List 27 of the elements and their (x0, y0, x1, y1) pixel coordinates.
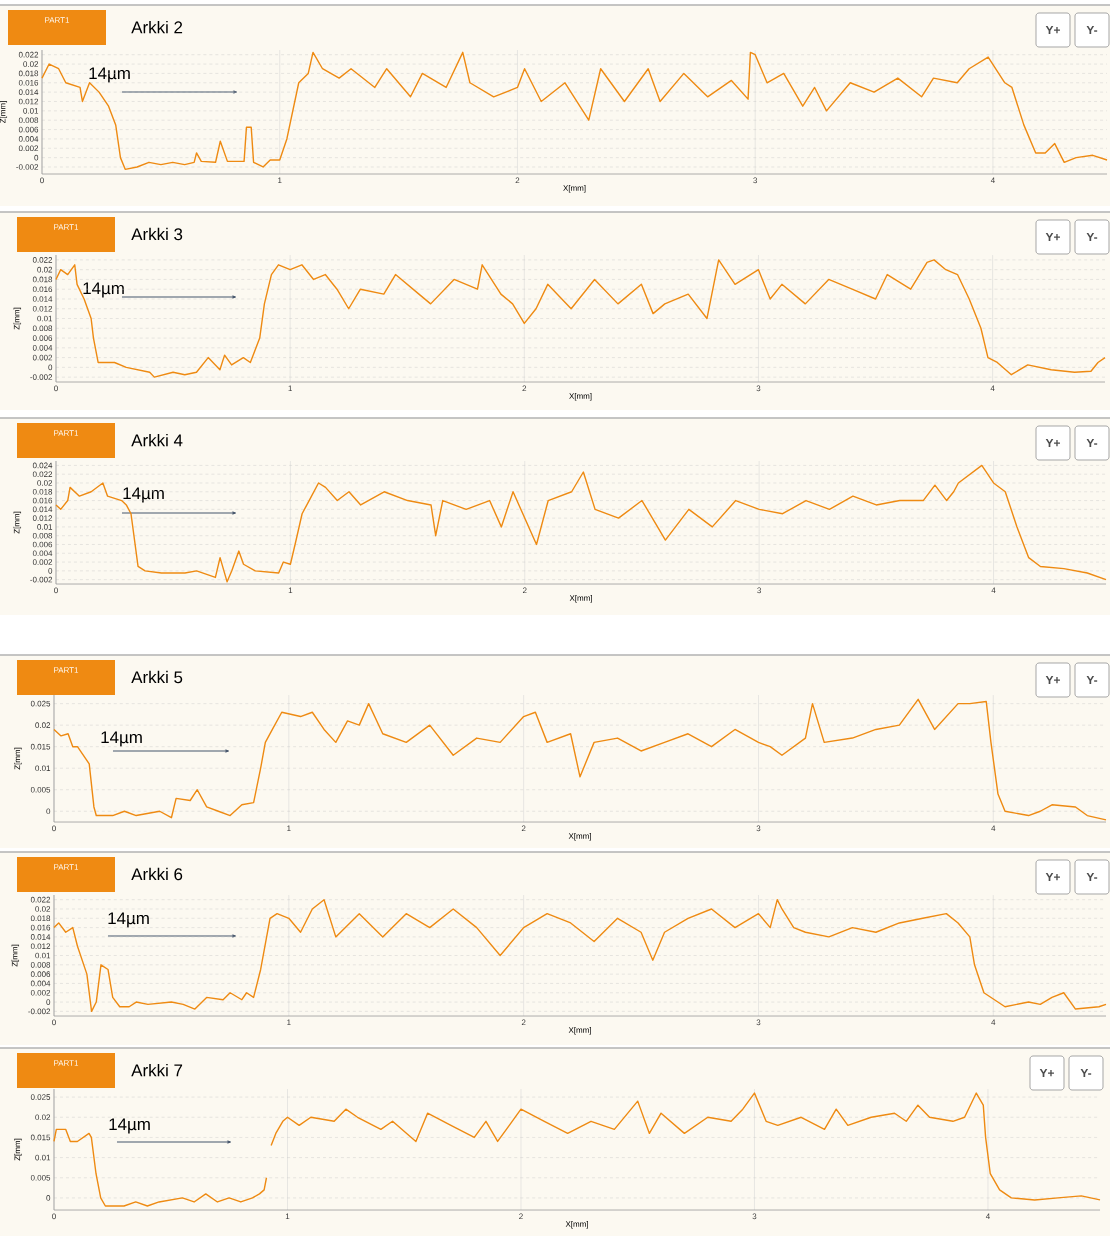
chart-title: Arkki 7 (131, 1063, 183, 1077)
text: Y+ (1045, 232, 1060, 242)
line-series (55, 259, 1106, 378)
text: Y+ (1045, 675, 1060, 685)
chart-title: Arkki 4 (131, 433, 183, 447)
annotation: 14µm (89, 67, 130, 83)
text: Y- (1086, 438, 1098, 448)
chart-title: Arkki 5 (131, 670, 183, 684)
text: Y- (1086, 232, 1098, 242)
text: Y+ (1045, 438, 1060, 448)
text: Y- (1080, 1068, 1092, 1078)
text: Y- (1086, 25, 1098, 35)
text: Y+ (1045, 872, 1060, 882)
annotation: 14µm (123, 487, 164, 503)
annotation: 14µm (108, 912, 149, 928)
chart-title: Arkki 3 (131, 227, 183, 241)
chart-title: Arkki 6 (131, 867, 183, 881)
annotation: 14µm (83, 282, 124, 298)
text: Y- (1086, 872, 1098, 882)
text: Y+ (1045, 25, 1060, 35)
chart-title: Arkki 2 (131, 20, 183, 34)
annotation: 14µm (101, 731, 142, 747)
line-series (53, 698, 1107, 821)
text: Y+ (1039, 1068, 1054, 1078)
line-series (41, 51, 1108, 171)
annotation: 14µm (109, 1118, 150, 1134)
text: Y- (1086, 675, 1098, 685)
